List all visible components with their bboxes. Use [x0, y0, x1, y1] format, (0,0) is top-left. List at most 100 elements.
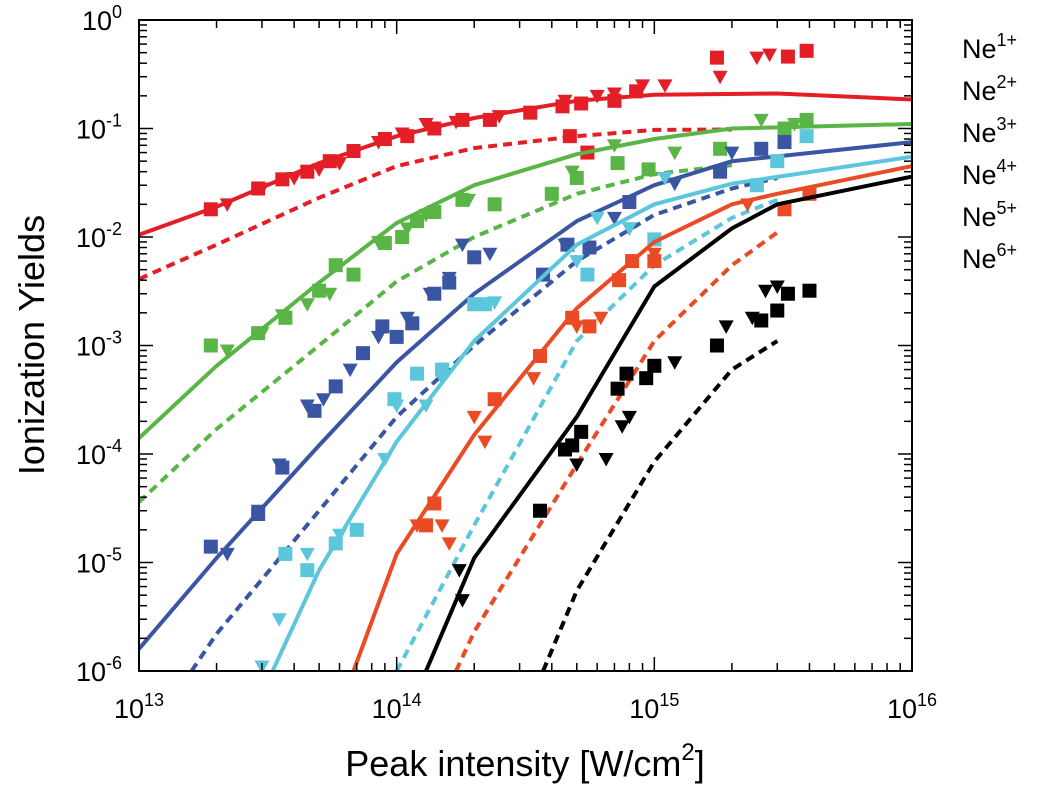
data-point-square [307, 403, 322, 418]
data-point-square [625, 254, 640, 269]
data-point-triangle [477, 435, 493, 450]
data-point-square [780, 49, 795, 64]
x-axis-title: Peak intensity [W/cm2] [345, 739, 704, 784]
legend-item-Ne4+: Ne4+ [962, 156, 1017, 190]
series-dashed-line [139, 163, 733, 504]
data-point-triangle [606, 211, 622, 226]
legend-label-base: Ne [962, 34, 997, 64]
data-point-triangle [271, 458, 287, 473]
legend-item-Ne3+: Ne3+ [962, 114, 1017, 148]
data-point-triangle [557, 94, 573, 109]
y-tick-exponent: -3 [106, 328, 122, 348]
data-point-triangle [769, 280, 785, 294]
y-tick-label: 10-4 [76, 436, 122, 470]
data-point-square [533, 503, 548, 518]
y-tick-base: 10 [76, 332, 106, 362]
legend-label-superscript: 5+ [997, 198, 1018, 218]
data-point-square [562, 129, 577, 144]
data-point-square [349, 522, 364, 537]
legend-label-base: Ne [962, 76, 997, 106]
data-point-triangle [657, 171, 673, 186]
data-point-square [275, 172, 290, 187]
data-point-triangle [451, 564, 467, 578]
data-point-triangle [441, 271, 457, 286]
data-point-square [770, 303, 785, 318]
data-point-triangle [418, 208, 434, 223]
data-point-triangle [564, 165, 580, 180]
series-solid-line [351, 164, 912, 671]
data-point-square [355, 346, 370, 361]
data-point-square [582, 319, 597, 334]
data-point-triangle [757, 284, 773, 299]
y-tick-base: 10 [76, 549, 106, 579]
x-tick-exponent: 14 [402, 690, 422, 710]
data-point-square [203, 539, 218, 554]
ticks-layer [138, 20, 912, 672]
data-point-triangle [299, 399, 315, 413]
data-point-square [799, 43, 814, 58]
legend-item-Ne5+: Ne5+ [962, 198, 1017, 232]
y-tick-label: 10-5 [76, 545, 122, 579]
data-point-triangle [377, 452, 393, 467]
data-point-triangle [667, 146, 683, 161]
series-Ne5+ [351, 164, 912, 671]
data-point-square [713, 141, 728, 156]
data-point-square [713, 164, 728, 179]
data-point-triangle [635, 79, 651, 93]
series-Ne4+ [254, 129, 912, 671]
data-point-triangle [482, 247, 498, 262]
data-point-square [709, 338, 724, 353]
data-point-triangle [569, 320, 585, 334]
data-point-triangle [454, 594, 470, 608]
series-Ne1+ [139, 43, 912, 281]
data-point-triangle [724, 146, 740, 161]
data-point-square [610, 156, 625, 171]
legend: Ne1+Ne2+Ne3+Ne4+Ne5+Ne6+ [962, 30, 1017, 274]
data-point-square [799, 129, 814, 144]
data-point-square [580, 267, 595, 282]
data-point-triangle [749, 51, 765, 66]
data-point-triangle [399, 311, 415, 326]
data-point-square [328, 258, 343, 273]
data-point-triangle [370, 136, 386, 150]
data-point-triangle [441, 537, 457, 551]
data-point-triangle [762, 48, 778, 63]
data-point-triangle [753, 113, 769, 128]
legend-label-base: Ne [962, 202, 997, 232]
x-tick-label: 1014 [372, 690, 422, 724]
data-point-triangle [299, 298, 315, 312]
data-point-square [780, 286, 795, 301]
data-point-triangle [370, 235, 386, 250]
data-point-square [467, 250, 482, 265]
data-point-triangle [409, 519, 425, 533]
y-tick-exponent: -2 [106, 219, 122, 239]
series-layer [139, 43, 912, 671]
data-point-triangle [448, 115, 464, 130]
data-point-square [582, 240, 597, 255]
data-point-triangle [219, 198, 235, 212]
data-point-square [427, 496, 442, 511]
data-point-square [477, 297, 492, 312]
data-point-triangle [667, 177, 683, 192]
axis-titles-layer: Peak intensity [W/cm2] Ionization Yields [11, 215, 705, 784]
data-point-triangle [219, 344, 235, 358]
data-point-triangle [589, 211, 605, 226]
series-solid-line [139, 140, 912, 651]
data-point-triangle [422, 287, 438, 302]
data-point-triangle [332, 528, 348, 543]
data-point-square [754, 313, 769, 328]
x-tick-base: 10 [629, 694, 659, 724]
x-tick-exponent: 13 [144, 690, 164, 710]
data-point-square [300, 563, 315, 578]
data-point-triangle [434, 519, 450, 533]
data-point-square [574, 96, 589, 111]
data-point-square [610, 381, 625, 396]
data-point-square [612, 273, 627, 288]
data-point-triangle [466, 410, 482, 425]
data-point-triangle [274, 309, 290, 323]
series-dashed-line [454, 230, 779, 671]
data-point-square [312, 283, 327, 298]
data-point-triangle [418, 118, 434, 132]
y-tick-exponent: -5 [106, 545, 122, 565]
x-axis-title-tail: ] [695, 743, 705, 784]
